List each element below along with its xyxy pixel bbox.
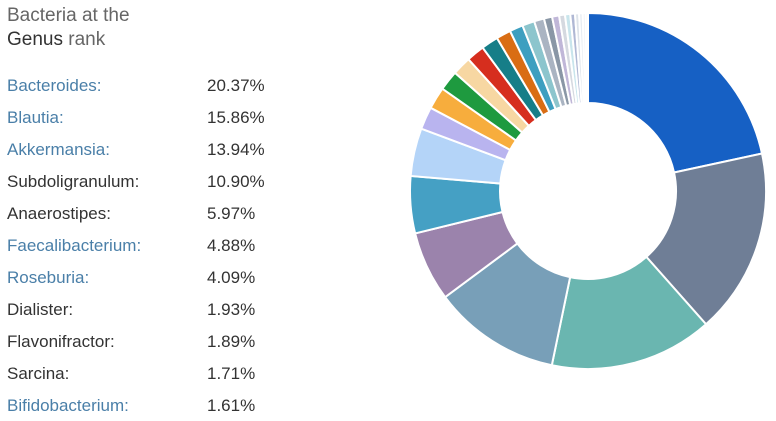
title-line-2: Genus rank <box>7 28 130 52</box>
donut-chart <box>390 0 776 421</box>
list-item: Faecalibacterium: 4.88% <box>7 230 307 262</box>
rank-name: Genus <box>7 29 63 50</box>
chart-title: Bacteria at the Genus rank <box>7 4 130 52</box>
genus-link[interactable]: Bifidobacterium: <box>7 396 129 415</box>
genus-percent: 5.97% <box>207 204 256 223</box>
list-item: Roseburia: 4.09% <box>7 262 307 294</box>
genus-link[interactable]: Blautia: <box>7 108 64 127</box>
genus-percent: 1.61% <box>207 396 256 415</box>
list-item: Anaerostipes: 5.97% <box>7 198 307 230</box>
genus-percent: 1.71% <box>207 364 256 383</box>
genus-percent: 4.09% <box>207 268 256 287</box>
donut-chart-svg <box>409 11 767 370</box>
genus-link[interactable]: Akkermansia: <box>7 140 110 159</box>
genus-percent: 13.94% <box>207 140 265 159</box>
genus-percent: 1.89% <box>207 332 256 351</box>
genus-percent: 20.37% <box>207 76 265 95</box>
title-line-1: Bacteria at the <box>7 5 130 26</box>
genus-link[interactable]: Roseburia: <box>7 268 90 287</box>
genus-percent: 10.90% <box>207 172 265 191</box>
genus-percent: 4.88% <box>207 236 256 255</box>
genus-name: Sarcina: <box>7 364 70 383</box>
genus-name: Flavonifractor: <box>7 332 115 351</box>
list-item: Flavonifractor: 1.89% <box>7 326 307 358</box>
donut-slice-segment-26[interactable] <box>584 11 589 105</box>
genus-list: Bacteroides: 20.37% Blautia: 15.86% Akkerman… <box>7 70 307 421</box>
list-item: Subdoligranulum: 10.90% <box>7 166 307 198</box>
genus-name: Subdoligranulum: <box>7 172 140 191</box>
list-item: Bifidobacterium: 1.61% <box>7 390 307 421</box>
genus-percent: 1.93% <box>207 300 256 319</box>
list-item: Akkermansia: 13.94% <box>7 134 307 166</box>
donut-slice-blautia[interactable] <box>644 152 767 326</box>
list-item: Blautia: 15.86% <box>7 102 307 134</box>
rank-suffix: rank <box>62 29 106 50</box>
genus-percent: 15.86% <box>207 108 265 127</box>
list-item: Sarcina: 1.71% <box>7 358 307 390</box>
list-item: Dialister: 1.93% <box>7 294 307 326</box>
genus-link[interactable]: Faecalibacterium: <box>7 236 142 255</box>
donut-slice-bacteroides[interactable] <box>587 11 764 174</box>
genus-link[interactable]: Bacteroides: <box>7 76 102 95</box>
genus-name: Anaerostipes: <box>7 204 111 223</box>
list-item: Bacteroides: 20.37% <box>7 70 307 102</box>
genus-name: Dialister: <box>7 300 74 319</box>
